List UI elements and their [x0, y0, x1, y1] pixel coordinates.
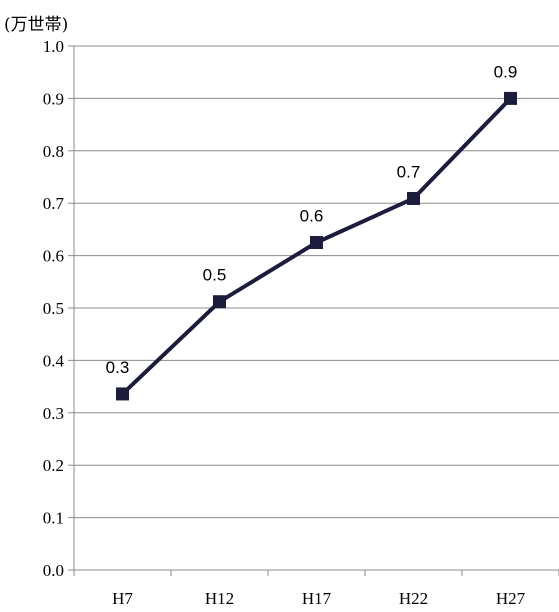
data-point-H22	[407, 191, 420, 205]
x-tick-label-H7: H7	[112, 589, 133, 608]
data-labels: 0.3 0.5 0.6 0.7 0.9	[106, 62, 518, 377]
y-tick-label-3: 0.3	[43, 404, 64, 423]
y-tick-label-5: 0.5	[43, 299, 64, 318]
y-tick-label-7: 0.7	[43, 194, 65, 213]
y-axis-ticks: 0.0 0.1 0.2 0.3 0.4 0.5 0.6 0.7 0.8 0.9 1.0	[43, 37, 74, 580]
data-label-H7: 0.3	[106, 358, 130, 377]
x-tick-label-H22: H22	[399, 589, 428, 608]
series-group	[116, 91, 517, 401]
y-tick-label-8: 0.8	[43, 142, 64, 161]
data-label-H22: 0.7	[397, 162, 421, 181]
data-label-H27: 0.9	[494, 62, 518, 81]
data-point-H17	[310, 236, 323, 249]
data-label-H12: 0.5	[203, 266, 227, 285]
data-point-H12	[213, 295, 226, 309]
y-tick-label-0: 0.0	[43, 561, 64, 580]
data-point-H7	[116, 387, 129, 401]
x-tick-label-H12: H12	[205, 589, 234, 608]
y-tick-label-6: 0.6	[43, 247, 64, 266]
data-point-H27	[504, 91, 517, 105]
x-axis-ticks: H7 H12 H17 H22 H27	[73, 570, 559, 608]
y-axis-unit-label: (万世帯)	[4, 15, 68, 35]
y-tick-label-9: 0.9	[43, 89, 64, 108]
gridlines	[74, 45, 559, 571]
y-tick-label-2: 0.2	[43, 456, 64, 475]
data-label-H17: 0.6	[300, 207, 324, 226]
y-tick-label-10: 1.0	[43, 37, 64, 56]
x-tick-label-H27: H27	[496, 589, 526, 608]
y-tick-label-4: 0.4	[43, 351, 65, 370]
x-tick-label-H17: H17	[302, 589, 332, 608]
y-tick-label-1: 0.1	[43, 509, 64, 528]
